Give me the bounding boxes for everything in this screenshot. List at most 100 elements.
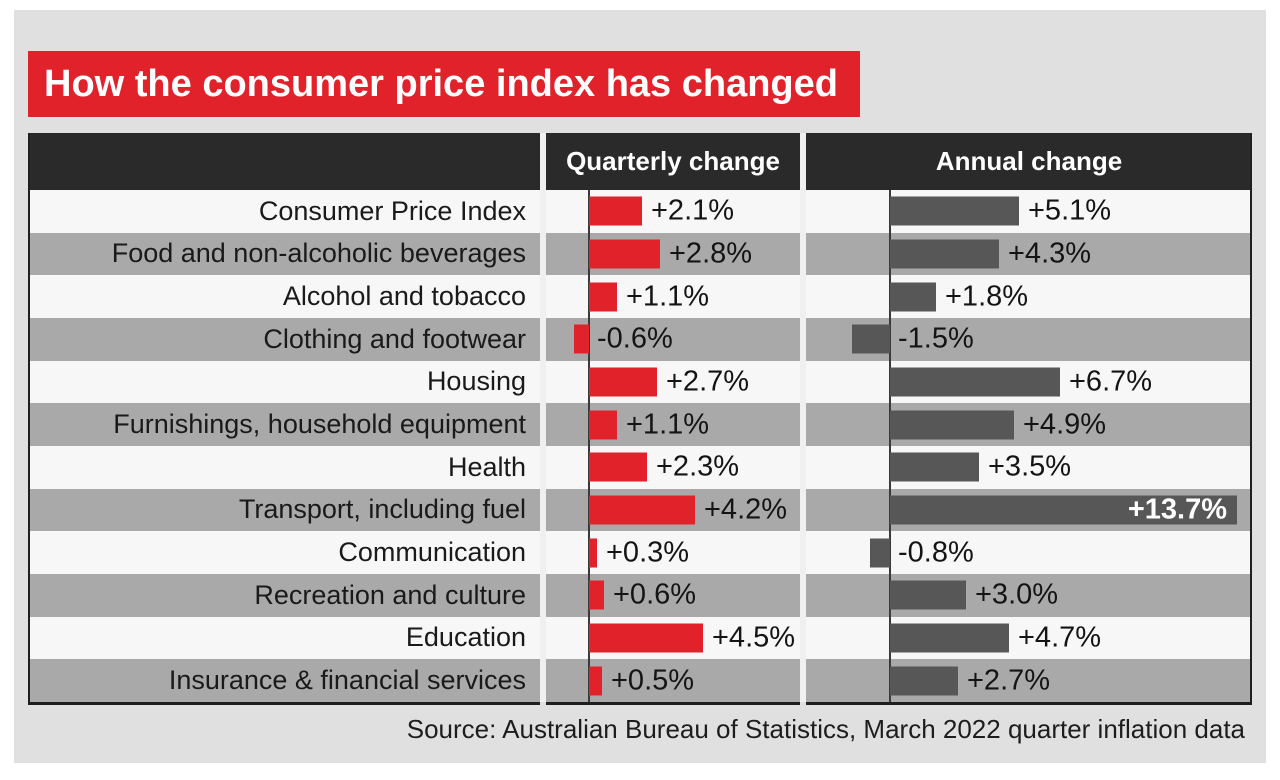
table-header-row: Quarterly change Annual change [28, 133, 1252, 190]
column-divider [540, 190, 546, 233]
category-label: Alcohol and tobacco [28, 275, 540, 318]
quarterly-value-label: +2.7% [666, 365, 750, 398]
table-row: Consumer Price Index +2.1% +5.1% [28, 190, 1252, 233]
table-row: Communication +0.3% -0.8% [28, 531, 1252, 574]
header-annual-cell: Annual change [806, 133, 1252, 190]
annual-value-label: +2.7% [967, 664, 1051, 697]
table-row: Housing +2.7% +6.7% [28, 360, 1252, 404]
annual-bar [890, 580, 966, 610]
column-divider [800, 190, 806, 233]
quarterly-bar [589, 666, 602, 696]
column-divider [800, 616, 806, 660]
category-label: Clothing and footwear [28, 317, 540, 361]
column-divider [540, 445, 546, 489]
quarterly-bar [574, 324, 589, 354]
quarterly-value-label: +0.3% [606, 536, 690, 569]
category-label: Transport, including fuel [28, 488, 540, 532]
annual-cell: +4.3% [806, 232, 1252, 276]
quarterly-cell: +2.7% [546, 360, 800, 404]
annual-cell: +5.1% [806, 190, 1252, 233]
annual-cell: +6.7% [806, 360, 1252, 404]
quarterly-value-label: +2.8% [669, 237, 753, 270]
table-rows: Consumer Price Index +2.1% +5.1% Food and n… [28, 190, 1252, 702]
column-divider [800, 360, 806, 404]
category-label: Education [28, 616, 540, 660]
quarterly-value-label: +4.2% [704, 493, 788, 526]
quarterly-cell: +2.1% [546, 190, 800, 233]
annual-header-label: Annual change [935, 146, 1123, 176]
column-divider [800, 133, 806, 190]
column-divider [540, 659, 546, 702]
annual-value-label: +3.5% [988, 450, 1072, 483]
category-label: Communication [28, 531, 540, 574]
column-divider [540, 232, 546, 276]
annual-value-label: +4.7% [1018, 621, 1102, 654]
annual-bar [890, 367, 1060, 397]
column-divider [800, 531, 806, 574]
annual-bar [890, 495, 1237, 525]
annual-value-label: +5.1% [1028, 194, 1112, 227]
annual-bar [890, 623, 1009, 653]
column-divider [800, 317, 806, 361]
quarterly-bar [589, 196, 642, 226]
quarterly-value-label: +0.5% [611, 664, 695, 697]
table-row: Alcohol and tobacco +1.1% +1.8% [28, 275, 1252, 318]
table-bottom-border [28, 702, 540, 705]
annual-bar [890, 410, 1014, 440]
quarterly-cell: +2.8% [546, 232, 800, 276]
column-divider [540, 317, 546, 361]
column-divider [800, 403, 806, 446]
annual-cell: +2.7% [806, 659, 1252, 702]
annual-axis-line [889, 317, 891, 361]
quarterly-cell: +1.1% [546, 275, 800, 318]
quarterly-bar [589, 367, 657, 397]
category-label: Health [28, 445, 540, 489]
quarterly-cell: +0.6% [546, 573, 800, 617]
category-label: Food and non-alcoholic beverages [28, 232, 540, 276]
quarterly-value-label: +1.1% [626, 408, 710, 441]
column-divider [540, 616, 546, 660]
annual-axis-line [889, 531, 891, 574]
quarterly-cell: +1.1% [546, 403, 800, 446]
quarterly-bar [589, 282, 617, 312]
category-label: Insurance & financial services [28, 659, 540, 702]
annual-value-label: +1.8% [945, 280, 1029, 313]
column-divider [540, 403, 546, 446]
table-row: Recreation and culture +0.6% +3.0% [28, 573, 1252, 617]
column-divider [540, 488, 546, 532]
table-row: Food and non-alcoholic beverages +2.8% +4.… [28, 232, 1252, 276]
annual-value-label: +4.3% [1008, 237, 1092, 270]
column-divider [540, 133, 546, 190]
annual-value-label: +4.9% [1023, 408, 1107, 441]
annual-value-label: +3.0% [975, 578, 1059, 611]
table-row: Education +4.5% +4.7% [28, 616, 1252, 660]
quarterly-value-label: +2.1% [651, 194, 735, 227]
annual-cell: -0.8% [806, 531, 1252, 574]
annual-value-label: +6.7% [1069, 365, 1153, 398]
table-row: Transport, including fuel +4.2% +13.7% [28, 488, 1252, 532]
quarterly-header-label: Quarterly change [566, 146, 780, 176]
quarterly-value-label: +0.6% [613, 578, 697, 611]
quarterly-cell: +0.5% [546, 659, 800, 702]
annual-cell: +4.9% [806, 403, 1252, 446]
quarterly-value-label: +4.5% [712, 621, 796, 654]
chart-canvas: How the consumer price index has changed… [14, 10, 1266, 763]
quarterly-bar [589, 410, 617, 440]
table-row: Clothing and footwear -0.6% -1.5% [28, 317, 1252, 361]
category-label: Furnishings, household equipment [28, 403, 540, 446]
annual-bar [890, 282, 936, 312]
column-divider [540, 573, 546, 617]
annual-cell: +3.0% [806, 573, 1252, 617]
quarterly-bar [589, 239, 660, 269]
column-divider [800, 232, 806, 276]
quarterly-bar [589, 623, 703, 653]
column-divider [540, 360, 546, 404]
annual-cell: +1.8% [806, 275, 1252, 318]
annual-cell: +3.5% [806, 445, 1252, 489]
column-divider [800, 488, 806, 532]
table-bottom-border [546, 702, 800, 705]
quarterly-bar [589, 495, 695, 525]
title-banner: How the consumer price index has changed [28, 51, 860, 117]
annual-cell: -1.5% [806, 317, 1252, 361]
annual-value-label: -1.5% [898, 322, 974, 355]
